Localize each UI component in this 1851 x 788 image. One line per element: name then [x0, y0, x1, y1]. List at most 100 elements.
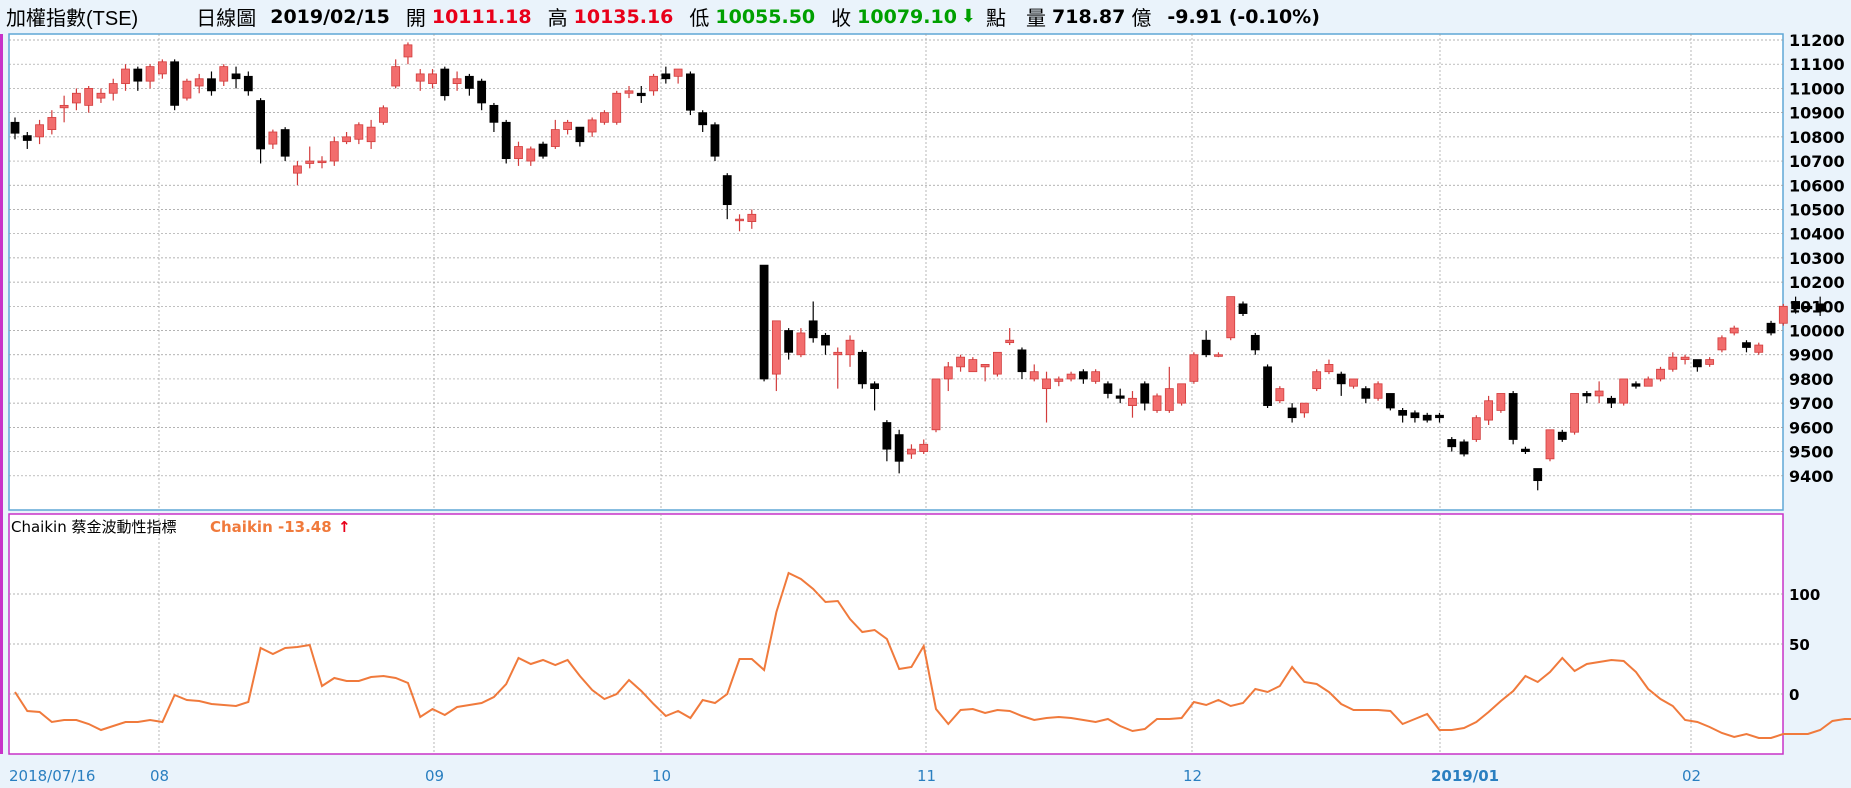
- candle[interactable]: [1607, 397, 1616, 404]
- candle[interactable]: [157, 61, 167, 75]
- candle[interactable]: [1324, 364, 1334, 373]
- candle[interactable]: [1729, 327, 1739, 334]
- candle[interactable]: [931, 378, 941, 431]
- candle[interactable]: [1496, 393, 1506, 411]
- candle[interactable]: [882, 422, 892, 450]
- candle[interactable]: [415, 73, 425, 82]
- candle[interactable]: [378, 107, 388, 123]
- candle[interactable]: [1263, 366, 1272, 406]
- candle[interactable]: [1570, 393, 1579, 433]
- candle[interactable]: [489, 104, 499, 123]
- candle[interactable]: [1545, 429, 1555, 460]
- candle[interactable]: [1042, 378, 1051, 390]
- candle[interactable]: [968, 359, 978, 373]
- candle[interactable]: [354, 124, 364, 140]
- candle[interactable]: [563, 121, 572, 130]
- candle[interactable]: [919, 443, 929, 452]
- candle[interactable]: [1250, 334, 1260, 351]
- candle[interactable]: [329, 141, 339, 162]
- candle[interactable]: [317, 160, 327, 164]
- candle[interactable]: [1471, 417, 1481, 440]
- candle[interactable]: [35, 124, 44, 138]
- candle[interactable]: [1054, 378, 1064, 382]
- candle[interactable]: [1287, 407, 1297, 419]
- candle[interactable]: [1557, 431, 1567, 440]
- candle[interactable]: [403, 44, 413, 58]
- candle[interactable]: [1582, 393, 1592, 397]
- candle[interactable]: [1668, 356, 1678, 370]
- candle[interactable]: [1103, 383, 1113, 394]
- candle[interactable]: [1078, 371, 1088, 380]
- chart-period[interactable]: 日線圖: [196, 8, 257, 30]
- candle[interactable]: [1619, 378, 1629, 404]
- candle[interactable]: [808, 320, 818, 339]
- candle[interactable]: [96, 92, 106, 99]
- candle[interactable]: [1754, 344, 1764, 353]
- candle[interactable]: [59, 104, 69, 109]
- candle[interactable]: [612, 92, 622, 123]
- candle[interactable]: [1459, 441, 1469, 455]
- candle[interactable]: [207, 78, 216, 92]
- candle[interactable]: [673, 68, 683, 77]
- candle[interactable]: [1017, 349, 1027, 373]
- candle[interactable]: [1705, 359, 1715, 365]
- candle[interactable]: [477, 80, 487, 104]
- candle[interactable]: [661, 73, 671, 80]
- candle[interactable]: [280, 129, 290, 157]
- candle[interactable]: [698, 112, 708, 126]
- candle[interactable]: [47, 117, 57, 130]
- candle[interactable]: [1029, 371, 1039, 380]
- candle[interactable]: [1533, 468, 1543, 482]
- candle[interactable]: [636, 92, 646, 97]
- candle[interactable]: [993, 351, 1002, 375]
- candle[interactable]: [1005, 339, 1015, 344]
- candle[interactable]: [550, 129, 560, 147]
- candle[interactable]: [833, 351, 843, 356]
- candle[interactable]: [956, 356, 965, 368]
- candle[interactable]: [1680, 356, 1690, 360]
- candle[interactable]: [170, 61, 180, 106]
- candle[interactable]: [1373, 383, 1383, 399]
- candle[interactable]: [1803, 305, 1813, 310]
- candle[interactable]: [1300, 402, 1309, 414]
- candle[interactable]: [219, 66, 229, 82]
- candle[interactable]: [1484, 400, 1493, 421]
- price-panel[interactable]: [8, 33, 1784, 511]
- candle[interactable]: [1349, 378, 1358, 387]
- candle[interactable]: [821, 334, 830, 346]
- candle[interactable]: [428, 73, 437, 84]
- candle[interactable]: [1422, 414, 1432, 421]
- candle[interactable]: [722, 175, 732, 206]
- candle[interactable]: [452, 78, 462, 84]
- candle[interactable]: [587, 119, 597, 133]
- candle[interactable]: [857, 351, 867, 385]
- candle[interactable]: [1226, 296, 1236, 339]
- candle[interactable]: [735, 218, 744, 222]
- candle[interactable]: [1435, 414, 1444, 419]
- candle[interactable]: [10, 121, 20, 134]
- candle[interactable]: [907, 448, 916, 455]
- candle[interactable]: [1275, 388, 1285, 402]
- candle[interactable]: [1815, 303, 1825, 312]
- candle[interactable]: [1643, 378, 1653, 387]
- candle[interactable]: [342, 136, 351, 143]
- candle[interactable]: [747, 213, 757, 222]
- candle[interactable]: [1189, 354, 1199, 382]
- candle[interactable]: [268, 131, 278, 145]
- candle[interactable]: [440, 68, 450, 97]
- candle[interactable]: [1766, 322, 1776, 334]
- candle[interactable]: [1631, 383, 1641, 387]
- candle[interactable]: [145, 66, 155, 82]
- candle[interactable]: [1152, 395, 1162, 411]
- candle[interactable]: [710, 124, 720, 157]
- candle[interactable]: [1398, 410, 1408, 416]
- candle[interactable]: [501, 121, 511, 160]
- candle[interactable]: [293, 165, 302, 174]
- candle[interactable]: [22, 135, 32, 141]
- candle[interactable]: [305, 160, 315, 164]
- candle[interactable]: [943, 366, 953, 380]
- indicator-panel[interactable]: [8, 513, 1784, 755]
- candle[interactable]: [1091, 371, 1101, 382]
- candle[interactable]: [1177, 383, 1186, 404]
